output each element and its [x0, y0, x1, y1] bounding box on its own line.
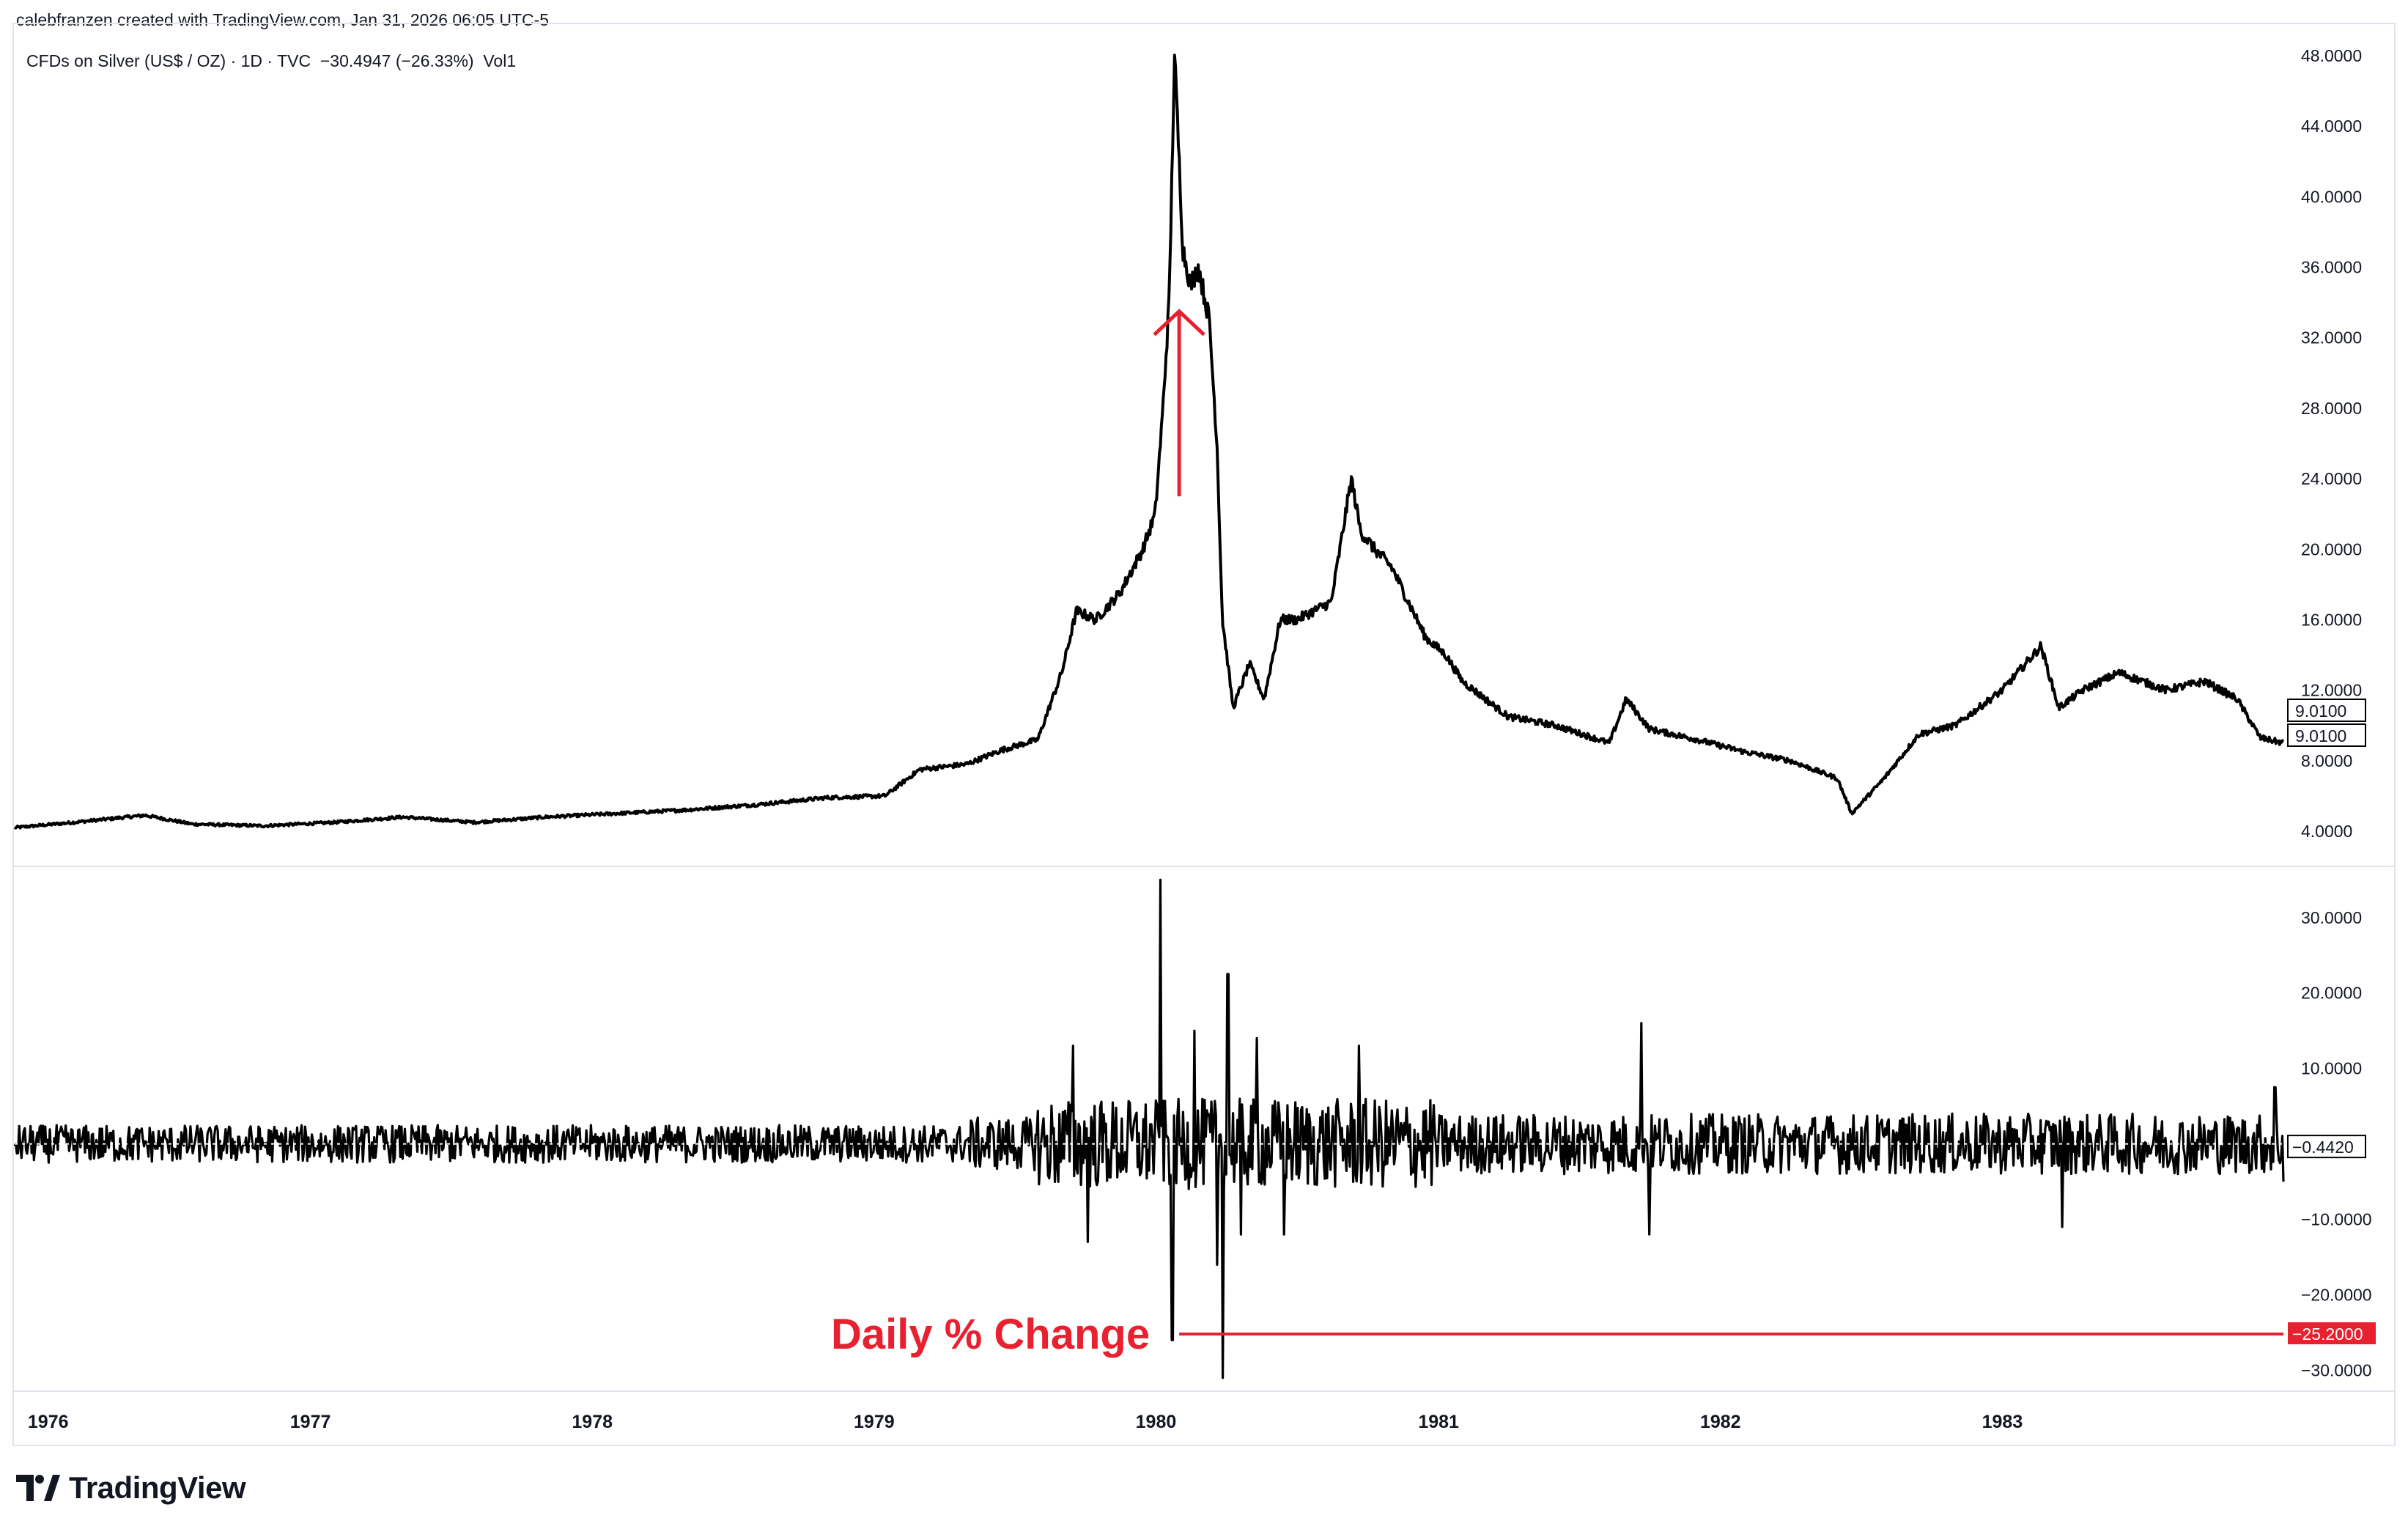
daily-change-annotation: Daily % Change −25.2000: [831, 1311, 2376, 1358]
price-last-value-text: 9.0100: [2295, 701, 2346, 721]
daily-change-label: Daily % Change: [831, 1311, 1150, 1358]
arrow-head: [1153, 309, 1205, 336]
price-tick-label: 16.0000: [2301, 610, 2362, 629]
chart-frame: [12, 23, 2396, 1446]
price-last-value-box: [2287, 699, 2366, 722]
price-last-value-labels: 9.0100 9.0100: [2287, 699, 2366, 747]
silver-price-line: [13, 54, 2285, 830]
year-tick-label: 1980: [1136, 1412, 1177, 1432]
year-tick-label: 1982: [1700, 1412, 1741, 1432]
price-tick-label: 24.0000: [2301, 469, 2362, 488]
tradingview-logo[interactable]: TradingView: [16, 1467, 246, 1508]
daily-change-value-text: −25.2000: [2292, 1324, 2363, 1344]
price-change: −30.4947 (−26.33%): [320, 51, 474, 70]
change-last-value-text: −0.4420: [2292, 1138, 2354, 1157]
year-tick-label: 1983: [1982, 1412, 2023, 1432]
red-up-arrow-annotation: [1153, 309, 1205, 497]
change-tick-label: −30.0000: [2301, 1360, 2372, 1379]
daily-change-value-box: [2288, 1322, 2376, 1344]
year-tick-label: 1979: [854, 1412, 895, 1432]
price-tick-label: 28.0000: [2301, 399, 2362, 418]
price-last-value-text: 9.0100: [2295, 726, 2346, 745]
symbol-legend: CFDs on Silver (US$ / OZ) · 1D · TVC −30…: [26, 51, 516, 71]
change-tick-label: 10.0000: [2301, 1059, 2362, 1078]
price-tick-label: 20.0000: [2301, 539, 2362, 559]
tradingview-logo-icon: [16, 1475, 60, 1501]
price-tick-label: 48.0000: [2301, 46, 2362, 65]
symbol-description[interactable]: CFDs on Silver (US$ / OZ) · 1D · TVC: [26, 51, 311, 70]
attribution-text: calebfranzen created with TradingView.co…: [16, 10, 550, 29]
change-tick-label: 20.0000: [2301, 984, 2362, 1003]
tradingview-logo-text: TradingView: [69, 1470, 246, 1505]
price-tick-label: 36.0000: [2301, 258, 2362, 277]
price-tick-label: 44.0000: [2301, 117, 2362, 136]
time-axis-ticks: 1976 1977 1978 1979 1980 1981 1982 1983: [28, 1412, 2023, 1432]
price-tick-label: 12.0000: [2301, 681, 2362, 700]
year-tick-label: 1977: [290, 1412, 331, 1432]
change-last-value-label: −0.4420: [2287, 1135, 2366, 1159]
price-tick-label: 32.0000: [2301, 328, 2362, 347]
change-tick-label: −20.0000: [2301, 1285, 2372, 1304]
price-axis-ticks: 4.0000 8.0000 12.0000 16.0000 20.0000 24.0000…: [2301, 46, 2362, 841]
price-last-value-box: [2287, 723, 2366, 747]
change-tick-label: 30.0000: [2301, 908, 2362, 927]
year-tick-label: 1981: [1418, 1412, 1459, 1432]
year-tick-label: 1976: [28, 1412, 69, 1432]
price-tick-label: 4.0000: [2301, 822, 2352, 841]
change-last-value-box: [2287, 1135, 2366, 1159]
change-tick-label: −10.0000: [2301, 1210, 2372, 1229]
price-tick-label: 8.0000: [2301, 751, 2352, 770]
volume-indicator-label[interactable]: Vol1: [483, 51, 517, 70]
price-tick-label: 40.0000: [2301, 187, 2362, 206]
year-tick-label: 1978: [572, 1412, 613, 1432]
change-axis-ticks: −30.0000 −20.0000 −10.0000 10.0000 20.0000 30…: [2301, 908, 2372, 1380]
daily-change-line: [13, 878, 2285, 1379]
